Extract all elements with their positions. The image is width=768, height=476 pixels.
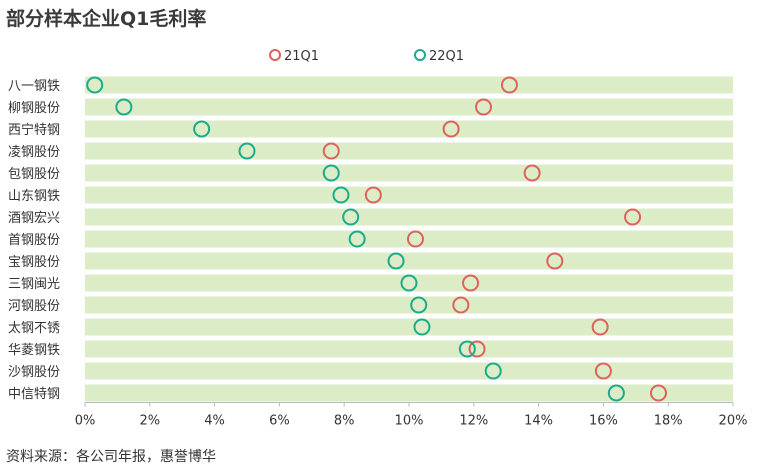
- category-label: 柳钢股份: [8, 101, 60, 116]
- legend-marker: [414, 49, 426, 61]
- category-label: 河钢股份: [8, 299, 60, 314]
- data-point-22Q1: [348, 230, 366, 248]
- category-label: 凌钢股份: [8, 145, 60, 160]
- data-point-22Q1: [342, 208, 360, 226]
- data-point-22Q1: [387, 252, 405, 270]
- data-point-21Q1: [462, 274, 480, 292]
- data-point-21Q1: [546, 252, 564, 270]
- data-point-22Q1: [238, 142, 256, 160]
- data-point-21Q1: [406, 230, 424, 248]
- category-label: 包钢股份: [8, 167, 60, 182]
- row-band: [85, 318, 733, 336]
- row-band: [85, 164, 733, 182]
- row-band: [85, 252, 733, 270]
- category-label: 中信特钢: [8, 387, 60, 402]
- data-point-21Q1: [452, 296, 470, 314]
- category-label: 沙钢股份: [8, 365, 60, 380]
- category-label: 八一钢铁: [8, 79, 60, 94]
- data-point-22Q1: [413, 318, 431, 336]
- data-point-22Q1: [115, 98, 133, 116]
- x-tick-label: 20%: [719, 414, 748, 429]
- data-point-22Q1: [484, 362, 502, 380]
- category-label: 宝钢股份: [8, 255, 60, 270]
- category-label: 山东钢铁: [8, 189, 60, 204]
- data-point-22Q1: [458, 340, 476, 358]
- data-point-22Q1: [400, 274, 418, 292]
- data-point-22Q1: [193, 120, 211, 138]
- category-label: 西宁特钢: [8, 122, 60, 138]
- data-point-22Q1: [332, 186, 350, 204]
- data-point-21Q1: [468, 340, 486, 358]
- row-band: [85, 98, 733, 116]
- data-point-21Q1: [364, 186, 382, 204]
- data-point-22Q1: [86, 76, 104, 94]
- x-tick-label: 12%: [459, 414, 488, 429]
- x-tick-label: 0%: [75, 414, 96, 429]
- x-tick-label: 4%: [204, 414, 225, 429]
- row-band: [85, 340, 733, 358]
- data-point-22Q1: [410, 296, 428, 314]
- x-tick-label: 18%: [654, 414, 683, 429]
- legend-marker: [269, 49, 281, 61]
- x-tick-label: 6%: [269, 414, 290, 429]
- data-point-22Q1: [607, 384, 625, 402]
- category-label: 三钢闽光: [8, 277, 60, 292]
- x-tick-label: 10%: [395, 414, 424, 429]
- legend-label: 22Q1: [429, 49, 464, 64]
- row-band: [85, 230, 733, 248]
- category-label: 华菱钢铁: [8, 343, 60, 358]
- data-point-21Q1: [594, 362, 612, 380]
- row-band: [85, 76, 733, 94]
- data-point-22Q1: [322, 164, 340, 182]
- category-label: 太钢不锈: [8, 321, 60, 336]
- legend-label: 21Q1: [284, 49, 319, 64]
- source-note: 资料来源：各公司年报，惠誉博华: [6, 449, 216, 465]
- data-point-21Q1: [500, 76, 518, 94]
- chart-title: 部分样本企业Q1毛利率: [6, 8, 207, 30]
- x-tick-label: 2%: [139, 414, 160, 429]
- row-band: [85, 362, 733, 380]
- row-band: [85, 120, 733, 138]
- category-label: 酒钢宏兴: [8, 211, 60, 226]
- data-point-21Q1: [523, 164, 541, 182]
- data-point-21Q1: [475, 98, 493, 116]
- row-band: [85, 186, 733, 204]
- row-band: [85, 142, 733, 160]
- data-point-21Q1: [624, 208, 642, 226]
- x-tick-label: 16%: [589, 414, 618, 429]
- data-point-21Q1: [591, 318, 609, 336]
- row-band: [85, 296, 733, 314]
- x-tick-label: 14%: [524, 414, 553, 429]
- data-point-21Q1: [649, 384, 667, 402]
- row-band: [85, 384, 733, 402]
- data-point-21Q1: [322, 142, 340, 160]
- x-tick-label: 8%: [334, 414, 355, 429]
- row-band: [85, 274, 733, 292]
- row-band: [85, 208, 733, 226]
- data-point-21Q1: [442, 120, 460, 138]
- category-label: 首钢股份: [8, 233, 60, 248]
